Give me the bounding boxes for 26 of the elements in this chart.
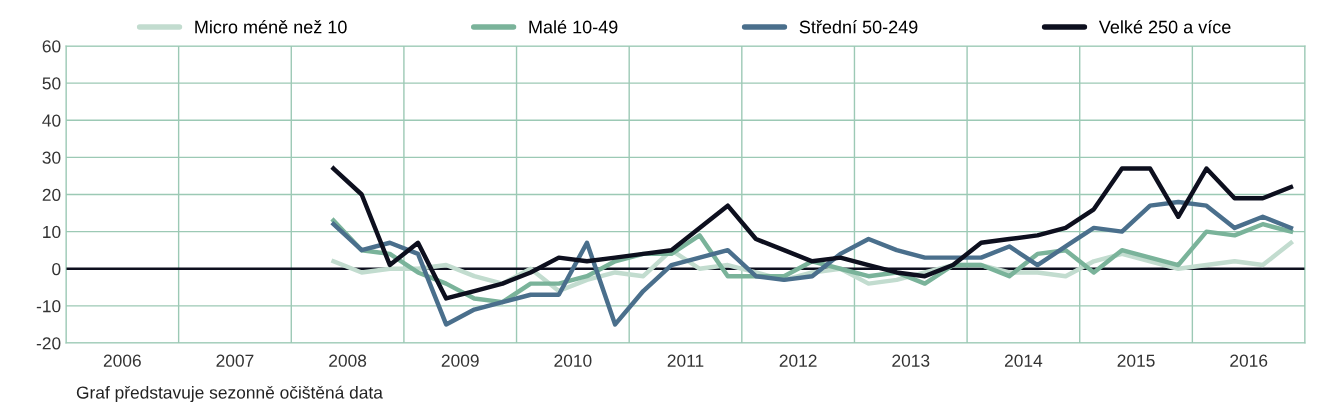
legend-label: Malé 10-49 <box>529 19 618 34</box>
text: Graf představuje sezonně očištěná data <box>76 385 383 403</box>
x-tick-label: 2009 <box>441 354 479 367</box>
y-tick-label: 40 <box>42 114 61 127</box>
x-tick-label: 2014 <box>1004 354 1043 367</box>
x-tick-label: 2012 <box>779 354 817 367</box>
x-tick-label: 2006 <box>103 354 141 367</box>
y-tick-label: 30 <box>42 151 61 164</box>
x-tick-label: 2013 <box>892 354 930 367</box>
x-tick-label: 2007 <box>216 354 254 367</box>
x-tick-label: 2011 <box>667 354 704 367</box>
y-tick-label: 0 <box>52 262 61 276</box>
legend-label: Střední 50-249 <box>799 19 918 34</box>
y-tick-label: -10 <box>36 300 61 313</box>
y-tick-label: 10 <box>43 225 61 239</box>
x-tick-label: 2008 <box>329 354 367 367</box>
x-tick-label: 2016 <box>1230 354 1268 367</box>
y-tick-label: 50 <box>42 77 61 90</box>
x-tick-label: 2010 <box>554 354 592 367</box>
y-tick-label: 20 <box>42 188 61 201</box>
x-tick-label: 2015 <box>1117 354 1155 367</box>
line-series <box>331 199 1294 327</box>
y-tick-label: -20 <box>36 337 61 350</box>
y-tick-label: 60 <box>42 40 61 53</box>
legend-label: Micro méně než 10 <box>195 19 347 34</box>
legend-label: Velké 250 a více <box>1098 19 1231 34</box>
